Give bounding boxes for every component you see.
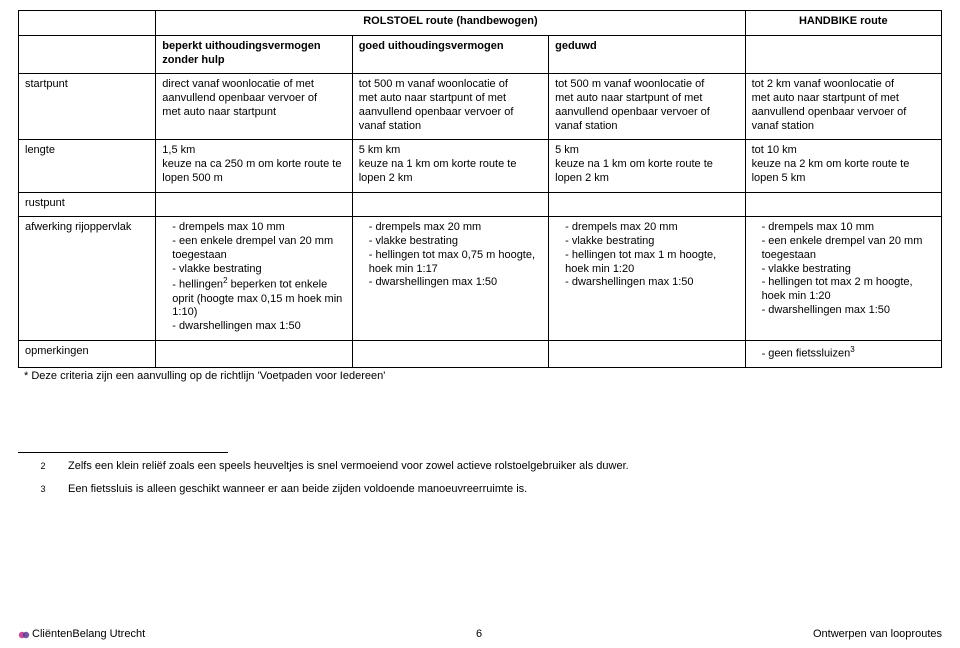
footnotes-separator bbox=[18, 452, 228, 453]
list-item: dwarshellingen max 1:50 bbox=[369, 276, 542, 290]
footer-right-text: Ontwerpen van looproutes bbox=[813, 628, 942, 640]
subheader-geduwd: geduwd bbox=[549, 35, 745, 74]
cell-afwerking-goed: drempels max 20 mm vlakke bestrating hel… bbox=[352, 217, 548, 341]
list-afwerking-beperkt: drempels max 10 mm een enkele drempel va… bbox=[162, 221, 345, 334]
list-opmerkingen-handbike: geen fietssluizen3 bbox=[752, 345, 935, 361]
logo-icon bbox=[18, 629, 28, 639]
cell-startpunt-goed: tot 500 m vanaf woonlocatie of met auto … bbox=[352, 74, 548, 140]
cell-opmerkingen-geduwd bbox=[549, 340, 745, 367]
row-label-opmerkingen: opmerkingen bbox=[19, 340, 156, 367]
footnotes: 2 Zelfs een klein reliëf zoals een speel… bbox=[18, 459, 942, 497]
row-label-rustpunt: rustpunt bbox=[19, 192, 156, 217]
list-item: geen fietssluizen3 bbox=[762, 345, 935, 361]
list-afwerking-handbike: drempels max 10 mm een enkele drempel va… bbox=[752, 221, 935, 317]
list-item: drempels max 10 mm bbox=[762, 221, 935, 235]
subheader-handbike-empty bbox=[745, 35, 941, 74]
cell-lengte-handbike: tot 10 km keuze na 2 km om korte route t… bbox=[745, 140, 941, 192]
list-item: een enkele drempel van 20 mm toegestaan bbox=[762, 235, 935, 263]
list-item: vlakke bestrating bbox=[565, 235, 738, 249]
list-item: hellingen tot max 0,75 m hoogte, hoek mi… bbox=[369, 249, 542, 277]
cell-startpunt-beperkt: direct vanaf woonlocatie of met aanvulle… bbox=[156, 74, 352, 140]
list-afwerking-geduwd: drempels max 20 mm vlakke bestrating hel… bbox=[555, 221, 738, 290]
list-item: dwarshellingen max 1:50 bbox=[565, 276, 738, 290]
list-item: hellingen tot max 1 m hoogte, hoek min 1… bbox=[565, 249, 738, 277]
page: ROLSTOEL route (handbewogen) HANDBIKE ro… bbox=[0, 0, 960, 648]
cell-startpunt-handbike: tot 2 km vanaf woonlocatie of met auto n… bbox=[745, 74, 941, 140]
footer-left: CliëntenBelang Utrecht bbox=[18, 628, 145, 640]
footnote-3-text: Een fietssluis is alleen geschikt wannee… bbox=[68, 482, 942, 497]
cell-afwerking-geduwd: drempels max 20 mm vlakke bestrating hel… bbox=[549, 217, 745, 341]
cell-lengte-beperkt: 1,5 km keuze na ca 250 m om korte route … bbox=[156, 140, 352, 192]
list-item: vlakke bestrating bbox=[762, 263, 935, 277]
page-footer: CliëntenBelang Utrecht 6 Ontwerpen van l… bbox=[18, 628, 942, 640]
footnote-2: 2 Zelfs een klein reliëf zoals een speel… bbox=[18, 459, 942, 474]
cell-rustpunt-handbike bbox=[745, 192, 941, 217]
cell-rustpunt-goed bbox=[352, 192, 548, 217]
cell-rustpunt-beperkt bbox=[156, 192, 352, 217]
cell-opmerkingen-goed bbox=[352, 340, 548, 367]
list-item: drempels max 20 mm bbox=[369, 221, 542, 235]
row-label-startpunt: startpunt bbox=[19, 74, 156, 140]
criteria-table: ROLSTOEL route (handbewogen) HANDBIKE ro… bbox=[18, 10, 942, 368]
cell-startpunt-geduwd: tot 500 m vanaf woonlocatie of met auto … bbox=[549, 74, 745, 140]
cell-opmerkingen-handbike: geen fietssluizen3 bbox=[745, 340, 941, 367]
list-item: hellingen tot max 2 m hoogte, hoek min 1… bbox=[762, 276, 935, 304]
cell-rustpunt-geduwd bbox=[549, 192, 745, 217]
list-item: een enkele drempel van 20 mm toegestaan bbox=[172, 235, 345, 263]
list-afwerking-goed: drempels max 20 mm vlakke bestrating hel… bbox=[359, 221, 542, 290]
subheader-empty bbox=[19, 35, 156, 74]
list-item: drempels max 10 mm bbox=[172, 221, 345, 235]
header-empty bbox=[19, 11, 156, 36]
cell-lengte-geduwd: 5 km keuze na 1 km om korte route te lop… bbox=[549, 140, 745, 192]
list-item-text: een enkele drempel van 20 mm toegestaan bbox=[172, 235, 333, 261]
row-label-afwerking: afwerking rijoppervlak bbox=[19, 217, 156, 341]
footer-left-text: CliëntenBelang Utrecht bbox=[32, 628, 145, 640]
list-item: dwarshellingen max 1:50 bbox=[172, 320, 345, 334]
list-item: vlakke bestrating bbox=[369, 235, 542, 249]
col-group-rolstoel: ROLSTOEL route (handbewogen) bbox=[156, 11, 745, 36]
cell-afwerking-handbike: drempels max 10 mm een enkele drempel va… bbox=[745, 217, 941, 341]
list-item: vlakke bestrating bbox=[172, 263, 345, 277]
cell-lengte-goed: 5 km km keuze na 1 km om korte route te … bbox=[352, 140, 548, 192]
footer-page-number: 6 bbox=[476, 628, 482, 640]
list-item: hellingen2 beperken tot enkele oprit (ho… bbox=[172, 276, 345, 320]
footnote-3: 3 Een fietssluis is alleen geschikt wann… bbox=[18, 482, 942, 497]
footnote-2-text: Zelfs een klein reliëf zoals een speels … bbox=[68, 459, 942, 474]
col-group-handbike: HANDBIKE route bbox=[745, 11, 941, 36]
subheader-goed: goed uithoudingsvermogen bbox=[352, 35, 548, 74]
cell-opmerkingen-beperkt bbox=[156, 340, 352, 367]
row-label-lengte: lengte bbox=[19, 140, 156, 192]
subheader-beperkt: beperkt uithoudingsvermogen zonder hulp bbox=[156, 35, 352, 74]
footnote-3-num: 3 bbox=[18, 482, 68, 497]
table-note: * Deze criteria zijn een aanvulling op d… bbox=[24, 370, 942, 382]
footnote-2-num: 2 bbox=[18, 459, 68, 474]
list-item: drempels max 20 mm bbox=[565, 221, 738, 235]
cell-afwerking-beperkt: drempels max 10 mm een enkele drempel va… bbox=[156, 217, 352, 341]
list-item: dwarshellingen max 1:50 bbox=[762, 304, 935, 318]
